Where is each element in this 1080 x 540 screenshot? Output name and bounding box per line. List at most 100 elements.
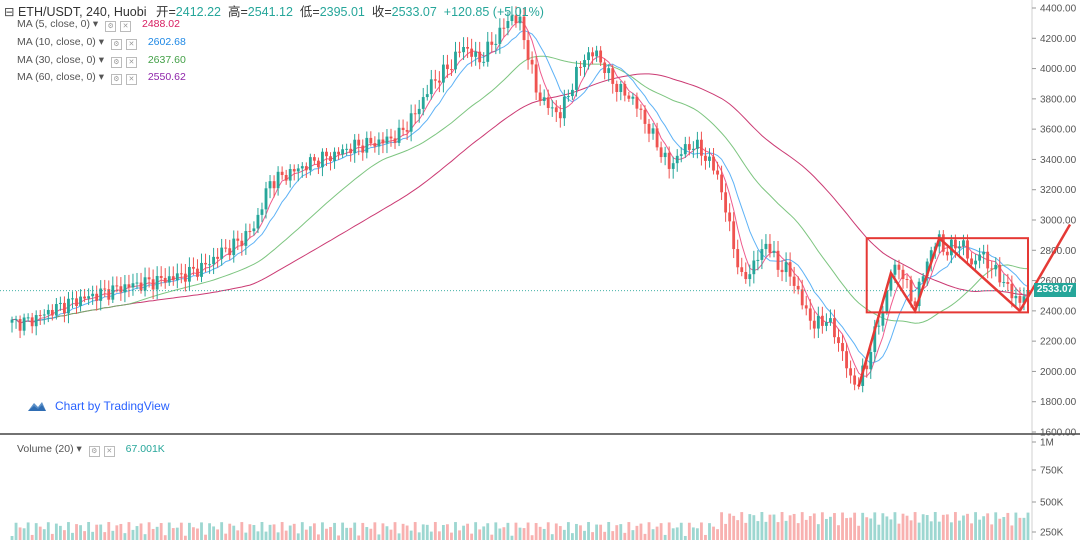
candle-body (312, 157, 316, 161)
volume-bar (401, 523, 405, 540)
candle-body (304, 166, 308, 171)
candle-body (38, 315, 42, 317)
candle-body (474, 51, 478, 57)
close-icon[interactable]: ✕ (125, 74, 137, 85)
ma-legend-row[interactable]: MA (30, close, 0) ▾ ⚙ ✕ 2637.60 (17, 54, 186, 68)
volume-bar (708, 523, 711, 540)
candle-body (224, 247, 228, 249)
volume-bar (187, 522, 191, 540)
close-icon[interactable]: ✕ (103, 446, 115, 457)
volume-bar (284, 530, 288, 540)
close-icon[interactable]: ✕ (120, 21, 132, 32)
tradingview-watermark[interactable]: Chart by TradingView (27, 399, 170, 413)
settings-icon[interactable]: ⚙ (105, 21, 117, 32)
volume-bar (212, 526, 216, 540)
volume-bar (151, 528, 155, 540)
candle-body (454, 51, 457, 70)
candle-body (236, 238, 240, 241)
volume-bar (421, 524, 425, 540)
volume-bar (458, 530, 461, 540)
candle-body (768, 243, 772, 253)
volume-bar (83, 531, 86, 540)
candle-body (91, 293, 95, 297)
volume-bar (377, 534, 381, 540)
candle-body (744, 271, 748, 280)
candle-body (54, 304, 58, 316)
ma-legend-row[interactable]: MA (60, close, 0) ▾ ⚙ ✕ 2550.62 (17, 71, 186, 85)
volume-bar (389, 529, 393, 540)
candle-body (292, 169, 296, 172)
dropdown-icon[interactable]: ▾ (98, 54, 104, 66)
ma-legend-row[interactable]: MA (5, close, 0) ▾ ⚙ ✕ 2488.02 (17, 18, 180, 32)
volume-bar (232, 525, 236, 540)
candle-body (599, 50, 603, 63)
volume-bar (583, 530, 586, 540)
close-icon[interactable]: ✕ (125, 39, 137, 50)
candle-body (450, 69, 453, 71)
settings-icon[interactable]: ⚙ (110, 74, 122, 85)
dropdown-icon[interactable]: ▾ (98, 36, 104, 48)
close-icon[interactable]: ✕ (125, 57, 137, 68)
volume-bar (748, 514, 752, 540)
volume-bar (881, 513, 885, 540)
volume-bar (115, 525, 119, 540)
settings-icon[interactable]: ⚙ (110, 39, 122, 50)
volume-bar (131, 529, 135, 540)
candle-body (470, 48, 474, 57)
dropdown-icon[interactable]: ▾ (98, 71, 104, 83)
symbol-title[interactable]: ETH/USDT, 240, Huobi (17, 5, 147, 19)
dropdown-icon[interactable]: ▾ (92, 18, 99, 30)
settings-icon[interactable]: ⚙ (110, 57, 122, 68)
candle-body (873, 326, 877, 352)
candle-body (208, 264, 211, 266)
candle-body (966, 240, 969, 259)
collapse-icon[interactable]: ⊟ (4, 5, 15, 19)
volume-bar (643, 533, 647, 540)
settings-icon[interactable]: ⚙ (88, 446, 100, 457)
volume-bar (321, 522, 324, 540)
volume-bar (679, 522, 683, 540)
volume-bar (530, 535, 534, 540)
volume-bar (268, 524, 272, 540)
volume-bar (413, 522, 417, 540)
volume-bar (905, 515, 909, 540)
ma-label: MA (30, close, 0) (17, 54, 96, 66)
price-tick-label: 3000.00 (1040, 216, 1077, 227)
candle-body (663, 152, 667, 158)
candle-body (494, 43, 498, 45)
volume-bar (107, 522, 111, 540)
volume-bar (945, 514, 949, 540)
volume-bar (462, 525, 465, 540)
candle-body (554, 107, 558, 113)
volume-bar (159, 523, 163, 540)
volume-bar (562, 529, 566, 540)
candle-body (631, 96, 635, 99)
volume-bar (546, 522, 550, 540)
volume-bar (534, 523, 538, 540)
volume-bar (71, 532, 74, 540)
candle-body (421, 97, 425, 109)
volume-bar (369, 528, 373, 540)
volume-bar (252, 525, 256, 540)
volume-legend[interactable]: Volume (20) ▾ ⚙ ✕ 67.001K (17, 443, 165, 457)
candle-body (268, 181, 272, 189)
volume-bar (179, 522, 183, 540)
volume-bar (764, 521, 768, 540)
candle-body (300, 166, 304, 169)
volume-bar (292, 523, 296, 540)
candle-body (772, 250, 776, 253)
candle-body (611, 68, 615, 84)
dropdown-icon[interactable]: ▾ (76, 443, 82, 455)
ma-legend-row[interactable]: MA (10, close, 0) ▾ ⚙ ✕ 2602.68 (17, 36, 186, 50)
volume-bar (869, 518, 873, 540)
volume-bar (619, 524, 623, 540)
candle-body (978, 254, 982, 261)
volume-bar (607, 522, 611, 540)
volume-bar (30, 534, 34, 540)
candle-body (30, 317, 34, 327)
candle-body (800, 289, 804, 306)
volume-bar (611, 531, 615, 540)
volume-bar (260, 522, 264, 540)
volume-bar (46, 522, 50, 540)
